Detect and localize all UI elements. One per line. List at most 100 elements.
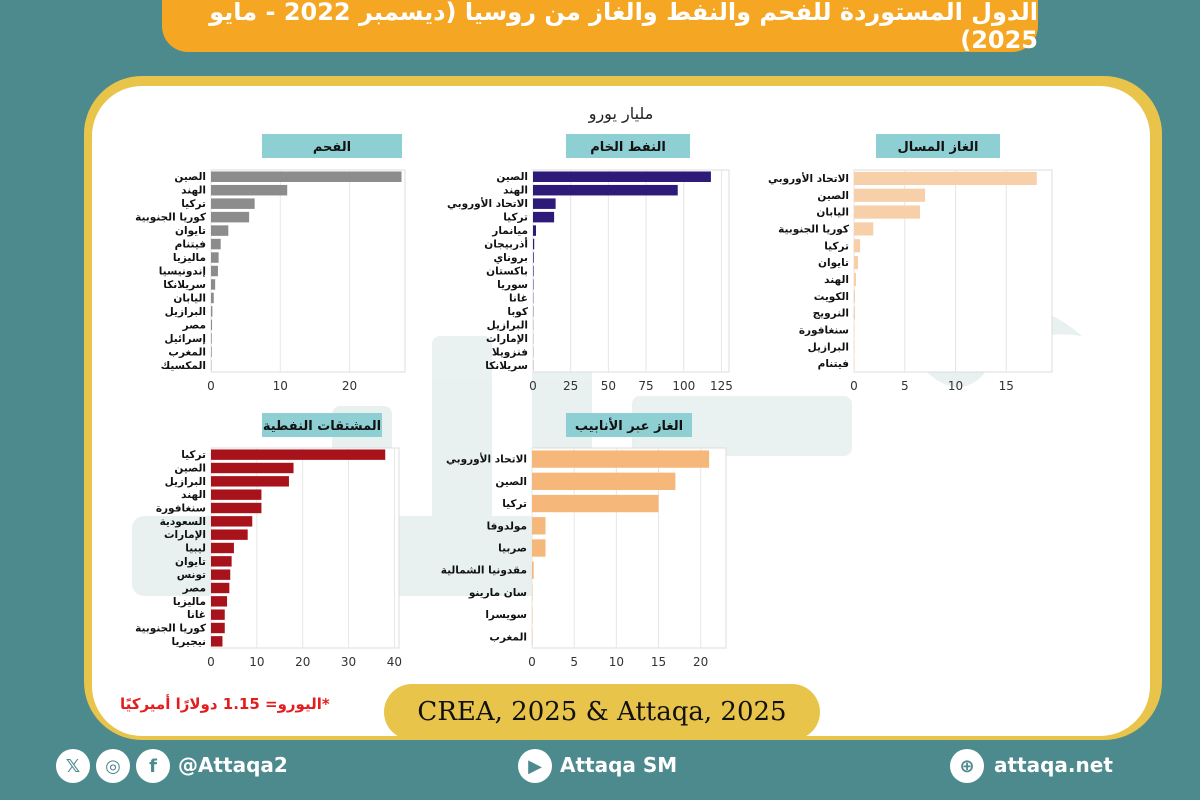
bar [854, 340, 855, 354]
instagram-icon[interactable]: ◎ [96, 749, 130, 783]
panel-title-box [262, 134, 402, 158]
y-tick-label: مصر [182, 583, 206, 595]
y-tick-label: مولدوفا [487, 520, 527, 532]
y-tick-label: كوريا الجنوبية [778, 223, 850, 235]
x-tick-label: 10 [273, 379, 288, 393]
y-tick-label: الصين [174, 171, 206, 183]
bar [533, 265, 534, 277]
y-tick-label: الهند [181, 185, 206, 197]
y-tick-label: الهند [824, 274, 849, 286]
y-tick-label: اليابان [816, 207, 849, 219]
bar [533, 184, 678, 196]
y-tick-label: الصين [495, 476, 527, 488]
bar [533, 225, 537, 236]
source-text: CREA, 2025 & Attaqa, 2025 [417, 697, 787, 727]
bar [854, 171, 1037, 185]
bar [211, 265, 218, 277]
bar [211, 449, 386, 460]
y-tick-label: فيتنام [818, 358, 849, 370]
bar [854, 205, 920, 219]
bar [211, 225, 229, 236]
bar [854, 256, 859, 270]
bar [211, 556, 232, 567]
y-tick-label: الاتحاد الأوروبي [447, 197, 528, 210]
bar [533, 238, 535, 250]
y-tick-label: سوريا [497, 279, 528, 291]
bar [211, 462, 294, 474]
plot-area [853, 169, 1053, 373]
x-tick-label: 50 [601, 379, 616, 393]
y-tick-label: البرازيل [487, 319, 528, 331]
bar [211, 238, 221, 250]
y-tick-label: تركيا [503, 212, 528, 224]
bar [854, 272, 857, 286]
y-tick-label: المغرب [489, 631, 527, 643]
x-tick-label: 40 [387, 655, 402, 669]
panel-title-box [566, 413, 692, 437]
facebook-icon[interactable]: f [136, 749, 170, 783]
bar [211, 306, 213, 317]
bar [533, 211, 555, 223]
y-tick-label: كوبا [507, 306, 528, 318]
website-link[interactable]: attaqa.net [994, 753, 1113, 777]
globe-icon[interactable]: ⊕ [950, 749, 984, 783]
bar [532, 539, 546, 557]
bar [532, 494, 659, 513]
y-tick-label: الاتحاد الأوروبي [768, 172, 849, 185]
panel-title: الفحم [313, 140, 351, 155]
panel-title: الغاز عبر الأنابيب [575, 417, 683, 434]
x-tick-label: 10 [948, 379, 963, 393]
bar [211, 171, 402, 182]
panel-title: المشتقات النفطية [263, 419, 381, 434]
panel-title-box [566, 134, 690, 158]
bar [211, 596, 228, 607]
bar [854, 306, 856, 320]
y-tick-label: صربيا [498, 543, 527, 555]
bar [211, 319, 213, 331]
bar [211, 198, 255, 209]
x-tick-label: 15 [651, 655, 666, 669]
y-tick-label: إندونيسيا [159, 266, 206, 278]
y-tick-label: أذربيجان [484, 237, 528, 251]
x-tick-label: 0 [207, 379, 215, 393]
y-tick-label: الصين [174, 463, 206, 475]
x-tick-label: 5 [901, 379, 909, 393]
y-tick-label: سويسرا [485, 609, 527, 621]
social-handle[interactable]: @Attaqa2 [178, 753, 288, 777]
y-tick-label: تركيا [824, 240, 849, 252]
bar [532, 450, 710, 468]
y-tick-label: تركيا [181, 198, 206, 210]
y-tick-label: كوريا الجنوبية [135, 623, 207, 635]
bar [211, 502, 262, 514]
y-tick-label: تايوان [175, 556, 206, 568]
y-tick-label: ماليزيا [173, 596, 206, 608]
y-tick-label: سان مارينو [468, 587, 527, 599]
currency-note: *اليورو= 1.15 دولارًا أميركيًا [120, 695, 330, 713]
y-tick-label: سنغافورة [799, 324, 849, 336]
bar [854, 188, 926, 202]
page-title: الدول المستوردة للفحم والنفط والغاز من ر… [209, 0, 1038, 54]
y-tick-label: كوريا الجنوبية [135, 212, 207, 224]
bar [532, 472, 676, 490]
x-tick-label: 10 [609, 655, 624, 669]
bar [854, 239, 861, 253]
y-tick-label: تايوان [818, 257, 849, 269]
x-tick-label: 100 [672, 379, 695, 393]
bar [533, 252, 534, 263]
y-tick-label: الهند [503, 185, 528, 197]
x-tick-label: 20 [693, 655, 708, 669]
panel-title-box [262, 413, 382, 437]
y-tick-label: بروناي [493, 252, 528, 264]
bar [211, 622, 225, 634]
y-tick-label: الكويت [814, 291, 849, 303]
youtube-icon[interactable]: ▶ [518, 749, 552, 783]
chart-card: مليار يورو الفحم 0 10 20 الصين الهند تركيا كوري… [92, 86, 1150, 736]
x-tick-label: 75 [638, 379, 653, 393]
youtube-label[interactable]: Attaqa SM [560, 753, 678, 777]
y-tick-label: البرازيل [165, 476, 206, 488]
x-icon[interactable]: 𝕏 [56, 749, 90, 783]
x-tick-label: 20 [342, 379, 357, 393]
x-tick-label: 10 [249, 655, 264, 669]
bar [211, 476, 289, 487]
